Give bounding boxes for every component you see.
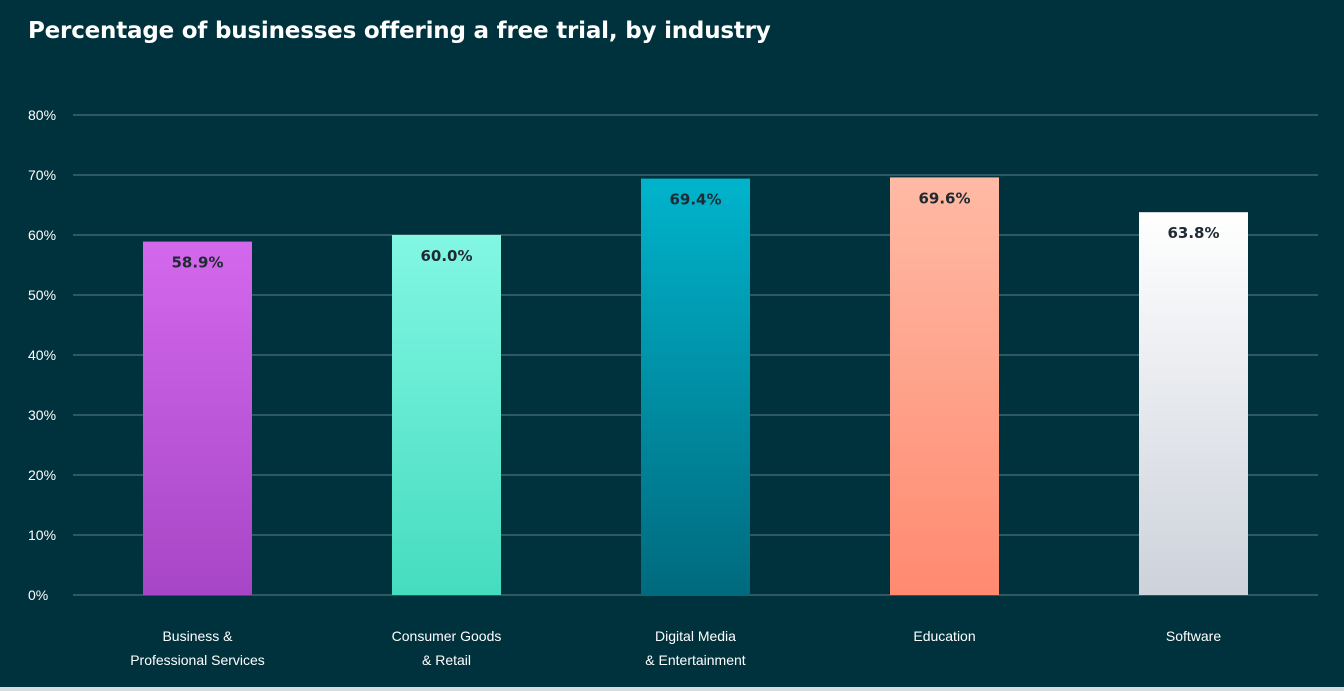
x-category-label: Professional Services — [130, 652, 265, 668]
bar — [392, 235, 501, 595]
y-tick-label: 60% — [28, 227, 56, 243]
x-category-label: & Retail — [422, 652, 471, 668]
x-category-label: Business & — [162, 628, 233, 644]
y-tick-label: 40% — [28, 347, 56, 363]
bar-value-label: 58.9% — [171, 254, 223, 272]
bar-value-label: 69.6% — [918, 189, 970, 207]
y-tick-label: 20% — [28, 467, 56, 483]
y-tick-label: 80% — [28, 107, 56, 123]
y-tick-label: 30% — [28, 407, 56, 423]
bottom-divider — [0, 687, 1344, 691]
y-tick-label: 70% — [28, 167, 56, 183]
bar-value-label: 69.4% — [669, 191, 721, 209]
y-tick-label: 0% — [28, 587, 48, 603]
y-tick-label: 50% — [28, 287, 56, 303]
x-category-label: Software — [1166, 628, 1221, 644]
bar — [641, 178, 750, 595]
y-tick-label: 10% — [28, 527, 56, 543]
bar — [143, 241, 252, 595]
bar-value-label: 63.8% — [1167, 224, 1219, 242]
chart-title: Percentage of businesses offering a free… — [28, 18, 771, 44]
x-category-label: Education — [913, 628, 975, 644]
x-category-label: & Entertainment — [645, 652, 745, 668]
bar-value-label: 60.0% — [420, 247, 472, 265]
x-category-label: Digital Media — [655, 628, 736, 644]
x-category-label: Consumer Goods — [392, 628, 502, 644]
bar — [890, 177, 999, 595]
bar — [1139, 212, 1248, 595]
